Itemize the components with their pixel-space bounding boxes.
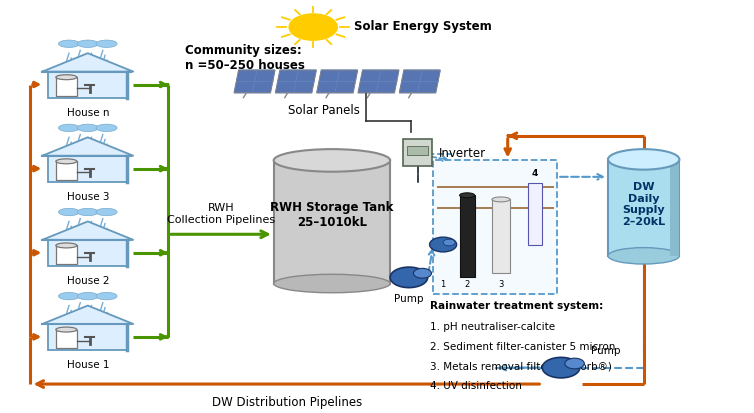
Polygon shape bbox=[42, 138, 133, 157]
Polygon shape bbox=[400, 71, 440, 93]
Circle shape bbox=[390, 268, 428, 288]
Circle shape bbox=[443, 240, 455, 246]
Text: 3. Metals removal filter-MetSorb®): 3. Metals removal filter-MetSorb®) bbox=[430, 361, 611, 371]
FancyBboxPatch shape bbox=[434, 161, 557, 294]
FancyBboxPatch shape bbox=[460, 196, 475, 278]
Text: 1. pH neutraliser-calcite: 1. pH neutraliser-calcite bbox=[430, 321, 555, 332]
Ellipse shape bbox=[96, 41, 117, 48]
FancyBboxPatch shape bbox=[56, 246, 77, 264]
Text: Solar Energy System: Solar Energy System bbox=[354, 19, 492, 33]
Ellipse shape bbox=[59, 41, 79, 48]
FancyBboxPatch shape bbox=[48, 324, 127, 350]
FancyBboxPatch shape bbox=[56, 162, 77, 180]
Polygon shape bbox=[42, 306, 133, 324]
FancyBboxPatch shape bbox=[492, 200, 510, 273]
Text: 2. Sediment filter-canister 5 micron: 2. Sediment filter-canister 5 micron bbox=[430, 341, 615, 351]
Text: 4. UV disinfection: 4. UV disinfection bbox=[430, 380, 522, 390]
Polygon shape bbox=[275, 71, 316, 93]
Polygon shape bbox=[317, 71, 357, 93]
Ellipse shape bbox=[56, 76, 77, 81]
FancyBboxPatch shape bbox=[56, 78, 77, 96]
Ellipse shape bbox=[77, 293, 98, 300]
Polygon shape bbox=[42, 222, 133, 240]
Text: House 3: House 3 bbox=[66, 191, 109, 201]
Circle shape bbox=[542, 358, 580, 378]
Text: 3: 3 bbox=[498, 279, 504, 288]
Circle shape bbox=[289, 15, 337, 41]
FancyBboxPatch shape bbox=[48, 240, 127, 266]
Text: Community sizes:
n =50–250 houses: Community sizes: n =50–250 houses bbox=[185, 44, 305, 72]
Text: 4: 4 bbox=[532, 169, 538, 178]
Ellipse shape bbox=[77, 209, 98, 216]
Circle shape bbox=[430, 237, 457, 252]
Text: House n: House n bbox=[66, 107, 109, 117]
Polygon shape bbox=[42, 54, 133, 72]
Text: 2: 2 bbox=[464, 279, 470, 288]
Ellipse shape bbox=[59, 125, 79, 132]
Ellipse shape bbox=[608, 150, 679, 170]
FancyBboxPatch shape bbox=[48, 72, 127, 98]
Text: Pump: Pump bbox=[591, 346, 621, 356]
Polygon shape bbox=[234, 71, 275, 93]
Text: 1: 1 bbox=[440, 279, 446, 288]
Ellipse shape bbox=[608, 248, 679, 264]
Circle shape bbox=[565, 358, 584, 369]
Text: House 1: House 1 bbox=[66, 359, 109, 369]
FancyBboxPatch shape bbox=[403, 140, 432, 166]
Ellipse shape bbox=[59, 209, 79, 216]
FancyBboxPatch shape bbox=[56, 330, 77, 348]
Polygon shape bbox=[358, 71, 399, 93]
FancyBboxPatch shape bbox=[407, 147, 428, 156]
Circle shape bbox=[413, 269, 431, 278]
FancyBboxPatch shape bbox=[608, 160, 679, 256]
Text: RWH
Collection Pipelines: RWH Collection Pipelines bbox=[167, 203, 275, 225]
FancyBboxPatch shape bbox=[274, 161, 390, 284]
Ellipse shape bbox=[59, 293, 79, 300]
Ellipse shape bbox=[492, 197, 510, 202]
FancyBboxPatch shape bbox=[48, 157, 127, 182]
Text: Rainwater treatment system:: Rainwater treatment system: bbox=[430, 300, 603, 310]
Ellipse shape bbox=[56, 328, 77, 332]
FancyBboxPatch shape bbox=[528, 183, 541, 245]
Text: Inverter: Inverter bbox=[440, 146, 486, 159]
FancyBboxPatch shape bbox=[670, 160, 679, 256]
Ellipse shape bbox=[274, 150, 390, 172]
Ellipse shape bbox=[77, 125, 98, 132]
Text: DW
Daily
Supply
2–20kL: DW Daily Supply 2–20kL bbox=[622, 182, 665, 226]
Text: RWH Storage Tank
25–1010kL: RWH Storage Tank 25–1010kL bbox=[270, 200, 394, 228]
Ellipse shape bbox=[274, 275, 390, 293]
Ellipse shape bbox=[56, 243, 77, 248]
Text: Pump: Pump bbox=[394, 293, 424, 303]
Ellipse shape bbox=[460, 193, 475, 198]
Ellipse shape bbox=[96, 293, 117, 300]
Ellipse shape bbox=[96, 209, 117, 216]
Text: Solar Panels: Solar Panels bbox=[289, 104, 360, 117]
Ellipse shape bbox=[77, 41, 98, 48]
Text: DW Distribution Pipelines: DW Distribution Pipelines bbox=[212, 395, 362, 408]
Ellipse shape bbox=[56, 159, 77, 164]
Ellipse shape bbox=[96, 125, 117, 132]
Text: House 2: House 2 bbox=[66, 275, 109, 285]
